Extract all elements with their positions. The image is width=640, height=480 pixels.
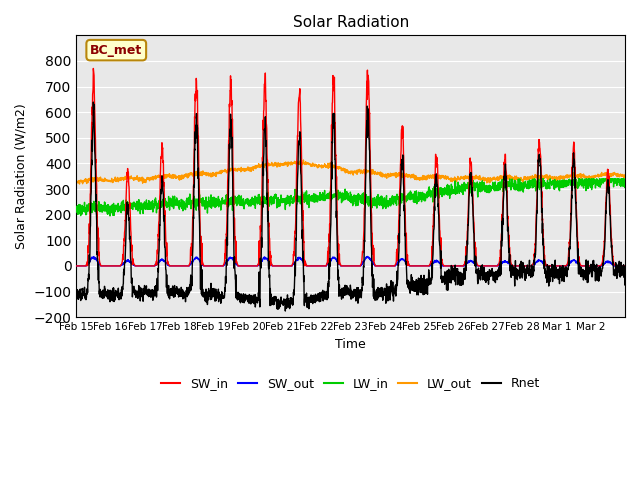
LW_in: [72, 209, 80, 215]
LW_out: [621, 172, 629, 178]
SW_out: [72, 263, 80, 269]
LW_out: [614, 171, 621, 177]
Rnet: [127, 280, 135, 286]
Rnet: [547, 265, 555, 271]
SW_out: [127, 260, 135, 266]
LW_out: [127, 175, 135, 181]
LW_in: [127, 204, 135, 210]
SW_out: [246, 263, 253, 269]
LW_out: [547, 174, 555, 180]
Legend: SW_in, SW_out, LW_in, LW_out, Rnet: SW_in, SW_out, LW_in, LW_out, Rnet: [156, 372, 545, 396]
Line: LW_out: LW_out: [76, 160, 625, 184]
SW_in: [127, 247, 135, 252]
Text: BC_met: BC_met: [90, 44, 142, 57]
LW_out: [72, 178, 80, 184]
SW_in: [621, 263, 629, 269]
SW_out: [614, 263, 621, 269]
Rnet: [246, 294, 253, 300]
Rnet: [282, 308, 289, 314]
SW_in: [614, 263, 621, 269]
Rnet: [516, 270, 524, 276]
Y-axis label: Solar Radiation (W/m2): Solar Radiation (W/m2): [15, 103, 28, 249]
LW_in: [384, 199, 392, 204]
X-axis label: Time: Time: [335, 337, 366, 350]
Rnet: [614, 268, 621, 274]
Title: Solar Radiation: Solar Radiation: [292, 15, 409, 30]
Rnet: [384, 291, 392, 297]
SW_out: [384, 263, 392, 269]
LW_in: [246, 198, 253, 204]
LW_out: [516, 178, 524, 183]
Rnet: [90, 99, 97, 105]
SW_in: [246, 263, 253, 269]
SW_out: [621, 263, 629, 269]
SW_in: [516, 263, 524, 269]
Line: SW_out: SW_out: [76, 256, 625, 266]
LW_in: [106, 213, 114, 219]
SW_out: [516, 263, 524, 269]
LW_in: [547, 179, 555, 184]
SW_in: [90, 66, 97, 72]
LW_out: [384, 171, 392, 177]
LW_out: [246, 167, 253, 172]
SW_in: [72, 263, 80, 269]
SW_out: [547, 263, 555, 269]
LW_in: [516, 183, 524, 189]
SW_out: [364, 253, 371, 259]
Line: LW_in: LW_in: [76, 179, 625, 216]
SW_in: [384, 263, 392, 269]
LW_out: [76, 181, 83, 187]
LW_in: [614, 177, 621, 182]
Line: Rnet: Rnet: [76, 102, 625, 311]
SW_in: [547, 263, 555, 269]
LW_out: [300, 157, 307, 163]
LW_in: [621, 180, 629, 186]
Rnet: [72, 294, 80, 300]
Rnet: [621, 272, 629, 277]
LW_in: [502, 176, 510, 182]
Line: SW_in: SW_in: [76, 69, 625, 266]
